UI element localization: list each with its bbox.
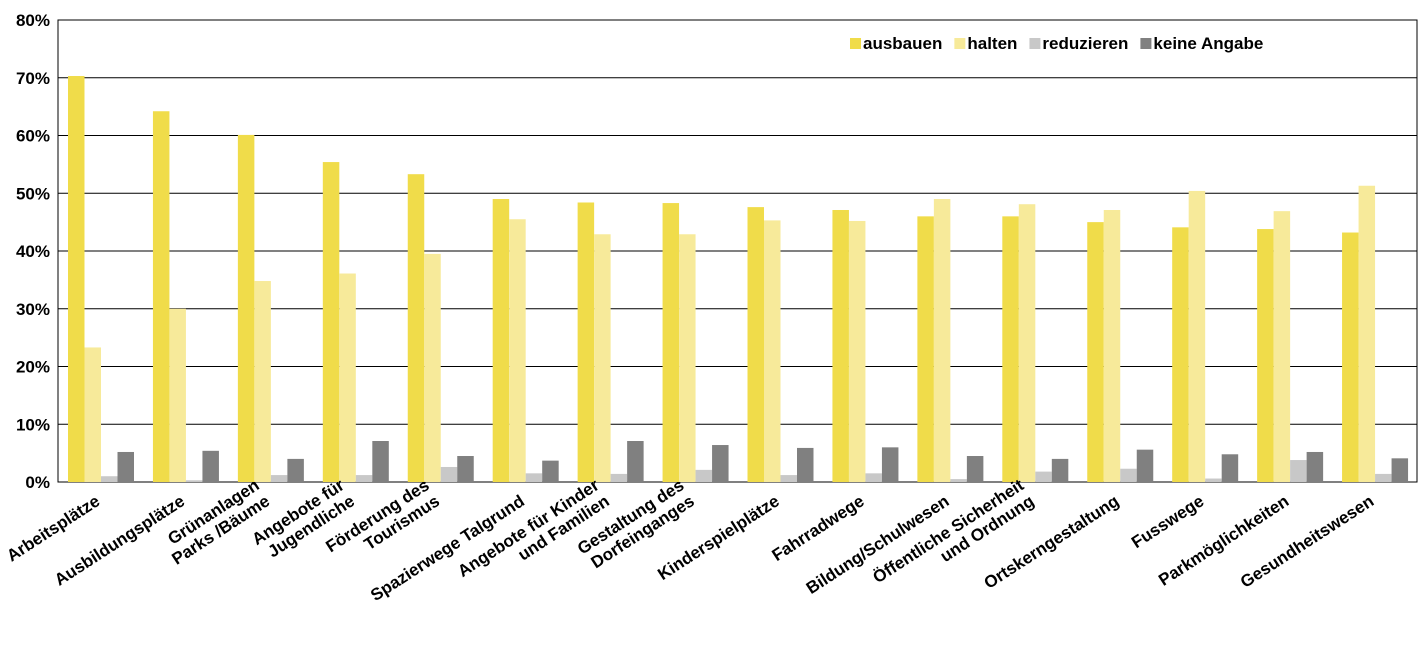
bar (254, 281, 271, 482)
bar (542, 460, 559, 482)
bar (287, 458, 304, 482)
bar (440, 466, 458, 482)
bar (881, 447, 899, 482)
bar (933, 199, 951, 482)
bar (848, 220, 866, 482)
bar (1051, 458, 1069, 482)
bar (1221, 454, 1239, 482)
y-tick-label: 70% (16, 69, 50, 88)
x-tick-label: GrünanlagenParks /Bäume (158, 475, 273, 568)
legend-label: reduzieren (1042, 34, 1128, 53)
bar (185, 480, 203, 482)
plot-border (57, 19, 1418, 483)
bar (1018, 204, 1036, 482)
bar (679, 234, 696, 482)
legend-label: halten (967, 34, 1017, 53)
bar (797, 447, 814, 482)
bar (1136, 449, 1154, 482)
bar (322, 162, 340, 482)
bar (950, 479, 967, 482)
bar (832, 209, 849, 482)
bar (1375, 473, 1392, 482)
bar (662, 203, 680, 482)
bar (747, 207, 764, 483)
bar (355, 475, 373, 482)
bar (424, 253, 441, 482)
bar (457, 456, 474, 482)
bar (1306, 451, 1324, 482)
bar (202, 450, 219, 482)
bar (865, 473, 882, 482)
bar (1172, 227, 1189, 482)
bar (1290, 460, 1307, 482)
x-tick-label: Fusswege (1128, 491, 1207, 552)
bar (712, 445, 729, 482)
legend-swatch (1140, 38, 1152, 49)
legend-swatch (954, 38, 966, 49)
y-tick-label: 60% (16, 127, 50, 146)
legend-label: ausbauen (863, 34, 942, 53)
bar (525, 473, 543, 482)
y-tick-label: 30% (16, 300, 50, 319)
bar (509, 219, 526, 483)
bar (117, 451, 134, 482)
bar (695, 469, 713, 482)
bar (610, 473, 628, 482)
bar (372, 440, 389, 482)
bar (780, 475, 797, 482)
bar (407, 174, 425, 482)
bar (917, 216, 934, 482)
bar (84, 347, 101, 482)
bar (1273, 211, 1291, 482)
bar (1035, 471, 1052, 482)
bar (270, 475, 288, 482)
y-tick-label: 10% (16, 415, 50, 434)
y-tick-label: 50% (16, 184, 50, 203)
y-tick-label: 20% (16, 358, 50, 377)
bar (492, 199, 510, 482)
bar (1205, 478, 1222, 482)
bar (764, 220, 781, 482)
bar (169, 308, 186, 482)
bar (101, 476, 118, 482)
bar (1257, 229, 1274, 482)
bar (1391, 458, 1409, 482)
legend-swatch (850, 38, 861, 49)
bar (627, 440, 644, 482)
y-tick-label: 80% (16, 11, 50, 30)
bar (1002, 216, 1019, 482)
bar (1103, 209, 1121, 482)
bar (594, 234, 611, 482)
bar (966, 456, 984, 482)
bar (237, 134, 255, 483)
legend-swatch (1029, 38, 1041, 49)
bar (1087, 222, 1104, 482)
y-tick-label: 0% (25, 473, 50, 492)
bar (1120, 468, 1137, 482)
x-tick-label: Angebote fürJugendliche (249, 475, 359, 565)
bar (339, 273, 356, 482)
bar (577, 202, 595, 483)
bar (152, 111, 170, 483)
y-tick-label: 40% (16, 242, 50, 261)
bar (1342, 232, 1359, 482)
bar (1358, 185, 1376, 482)
bar (1188, 190, 1206, 482)
legend-label: keine Angabe (1153, 34, 1263, 53)
bar (68, 76, 85, 482)
